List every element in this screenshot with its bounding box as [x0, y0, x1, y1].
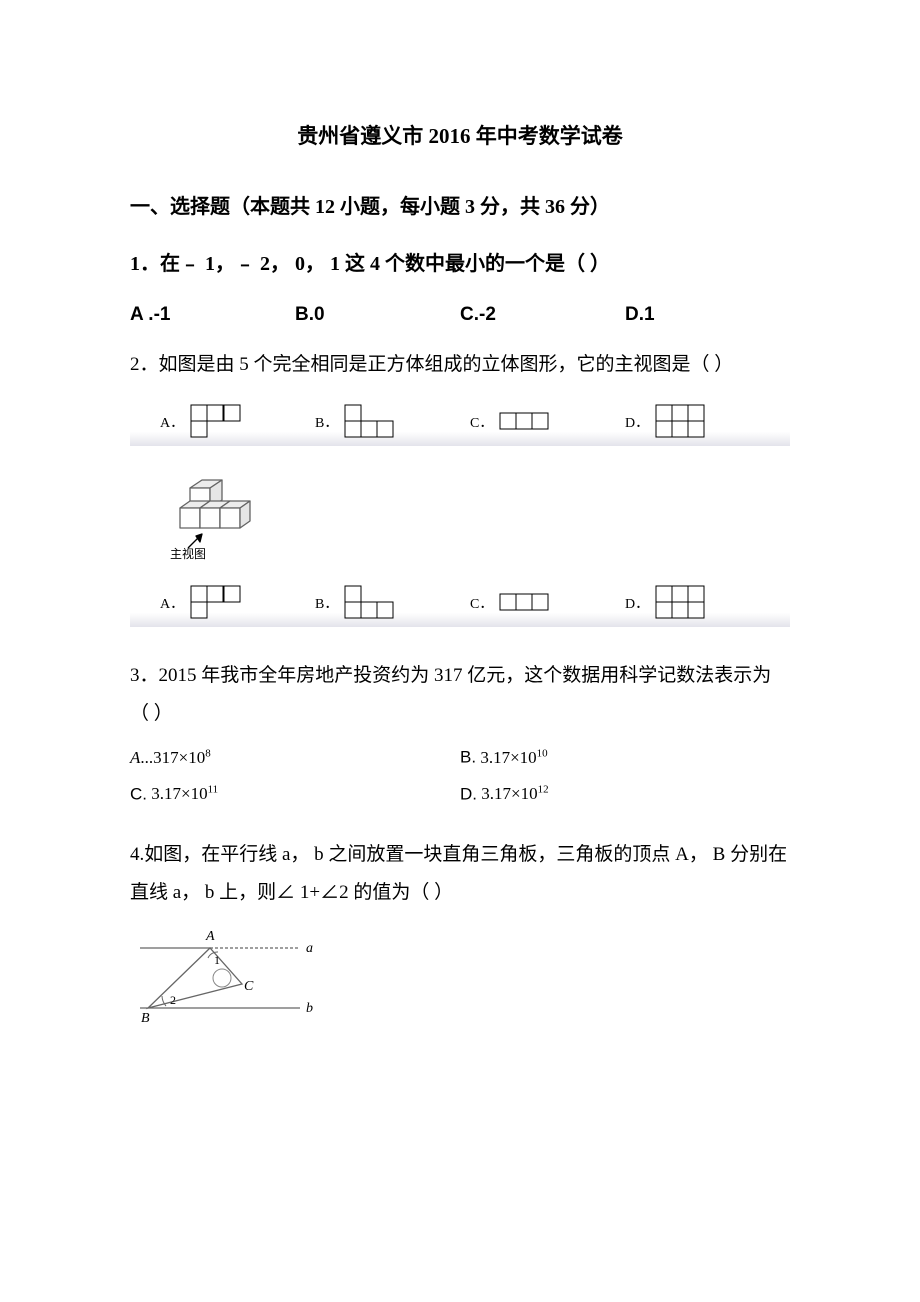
- page-title: 贵州省遵义市 2016 年中考数学试卷: [130, 120, 790, 150]
- svg-text:C: C: [244, 979, 254, 994]
- q1-opt-c: C.-2: [460, 304, 625, 326]
- q3-opt-d: D. 3.17×1012: [460, 784, 790, 805]
- q3-opt-c: C. 3.17×1011: [130, 784, 460, 805]
- q1-opt-a: A .-1: [130, 304, 295, 326]
- svg-text:A: A: [205, 929, 215, 944]
- q2-solid-figure: 主视图: [160, 460, 790, 565]
- q2-shape-a-icon-2: [190, 585, 242, 621]
- q2-opt-a-1: A．: [160, 404, 315, 440]
- triangle-diagram-icon: A B C a b 1 2: [130, 926, 330, 1026]
- solid-cubes-icon: 主视图: [160, 460, 280, 560]
- q4-figure: A B C a b 1 2: [130, 926, 790, 1031]
- q2-options-row-2: A． B． C． D．: [130, 579, 790, 627]
- q2-shape-a-icon: [190, 404, 242, 440]
- q2-shape-b-icon-2: [344, 585, 396, 621]
- opt-b-label: B．: [315, 412, 338, 432]
- q3-row2: C. 3.17×1011 D. 3.17×1012: [130, 784, 790, 805]
- q2-opt-b-1: B．: [315, 404, 470, 440]
- q1-text: 1．在﹣ 1，﹣ 2， 0， 1 这 4 个数中最小的一个是（ ）: [130, 247, 790, 276]
- q2-shape-d-icon-2: [655, 585, 707, 621]
- svg-text:2: 2: [170, 993, 176, 1007]
- q2-opt-c-2: C．: [470, 593, 625, 613]
- opt-d-label: D．: [625, 412, 649, 432]
- q3-row1: A...317×108 B. 3.17×1010: [130, 747, 790, 768]
- q2-text: 2．如图是由 5 个完全相同是正方体组成的立体图形，它的主视图是（ ）: [130, 346, 790, 384]
- section-heading: 一、选择题（本题共 12 小题，每小题 3 分，共 36 分）: [130, 190, 790, 219]
- q2-shape-c-icon: [499, 412, 551, 432]
- opt-d-label-2: D．: [625, 593, 649, 613]
- q1-options: A .-1 B.0 C.-2 D.1: [130, 304, 790, 326]
- q2-opt-b-2: B．: [315, 585, 470, 621]
- opt-c-label-2: C．: [470, 593, 493, 613]
- q3-opt-a: A...317×108: [130, 747, 460, 768]
- opt-a-label: A．: [160, 412, 184, 432]
- svg-text:B: B: [141, 1011, 150, 1026]
- svg-text:a: a: [306, 941, 313, 956]
- svg-text:b: b: [306, 1001, 313, 1016]
- opt-b-label-2: B．: [315, 593, 338, 613]
- q2-opt-d-2: D．: [625, 585, 780, 621]
- svg-text:1: 1: [214, 953, 220, 967]
- q3-opt-b: B. 3.17×1010: [460, 747, 790, 768]
- q1-opt-d: D.1: [625, 304, 790, 326]
- q2-shape-d-icon: [655, 404, 707, 440]
- q2-opt-a-2: A．: [160, 585, 315, 621]
- solid-label: 主视图: [170, 546, 206, 560]
- q3-text: 3．2015 年我市全年房地产投资约为 317 亿元，这个数据用科学记数法表示为…: [130, 657, 790, 733]
- q2-opt-c-1: C．: [470, 412, 625, 432]
- q1-opt-b: B.0: [295, 304, 460, 326]
- opt-a-label-2: A．: [160, 593, 184, 613]
- q2-opt-d-1: D．: [625, 404, 780, 440]
- q4-text: 4.如图，在平行线 a， b 之间放置一块直角三角板，三角板的顶点 A， B 分…: [130, 836, 790, 912]
- q2-options-row-1: A． B． C． D．: [130, 398, 790, 446]
- q2-shape-b-icon: [344, 404, 396, 440]
- q2-shape-c-icon-2: [499, 593, 551, 613]
- opt-c-label: C．: [470, 412, 493, 432]
